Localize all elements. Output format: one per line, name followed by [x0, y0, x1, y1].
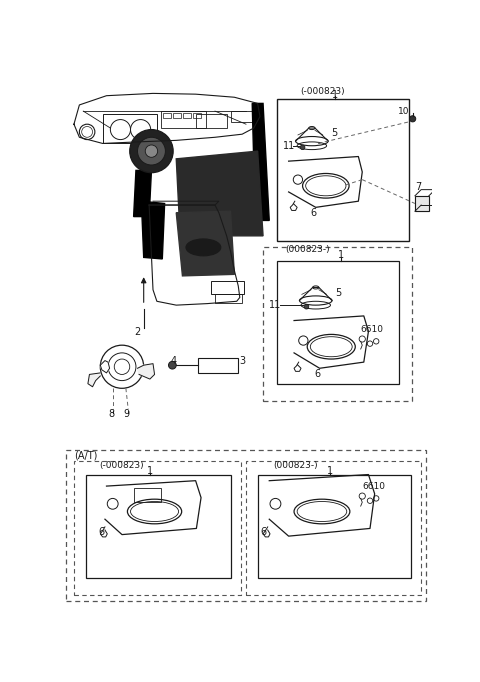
Text: 6: 6: [311, 208, 316, 218]
Text: 10: 10: [398, 107, 410, 117]
Text: 7: 7: [415, 181, 421, 192]
Text: 6: 6: [314, 370, 320, 379]
Polygon shape: [252, 104, 269, 220]
Circle shape: [145, 145, 157, 158]
Bar: [66, 450, 426, 601]
Text: 11: 11: [269, 300, 281, 310]
Polygon shape: [176, 151, 263, 236]
Bar: [161, 111, 206, 128]
Bar: [211, 280, 244, 295]
Text: 8: 8: [108, 409, 114, 419]
Bar: [193, 113, 201, 118]
Text: 5: 5: [331, 128, 337, 138]
Polygon shape: [415, 196, 429, 211]
Text: (000823-): (000823-): [273, 461, 318, 470]
Bar: [258, 475, 411, 578]
Text: 1: 1: [338, 250, 344, 260]
Text: 1: 1: [332, 90, 338, 100]
Bar: [133, 488, 161, 502]
Circle shape: [300, 145, 305, 149]
Text: 1: 1: [147, 466, 153, 475]
Text: 2: 2: [134, 327, 141, 337]
Circle shape: [304, 304, 309, 309]
Text: 6: 6: [260, 527, 266, 537]
Text: 11: 11: [283, 140, 296, 151]
Text: (A/T): (A/T): [74, 450, 97, 460]
Circle shape: [168, 361, 176, 369]
Text: 3: 3: [240, 355, 246, 366]
Bar: [173, 113, 181, 118]
Ellipse shape: [186, 239, 221, 256]
Text: 1: 1: [326, 466, 333, 475]
Circle shape: [409, 116, 416, 122]
Bar: [215, 293, 242, 303]
Bar: [230, 111, 254, 122]
Bar: [277, 261, 399, 385]
Bar: [74, 460, 240, 595]
Bar: [263, 248, 412, 402]
Polygon shape: [100, 361, 109, 373]
Bar: [415, 196, 429, 211]
Text: 5: 5: [335, 288, 341, 298]
Text: 9: 9: [123, 409, 130, 419]
Bar: [163, 113, 171, 118]
Text: (-000823): (-000823): [300, 87, 345, 95]
Bar: [277, 99, 409, 241]
Polygon shape: [176, 211, 234, 276]
Bar: [246, 460, 421, 595]
Bar: [196, 114, 227, 128]
Polygon shape: [142, 201, 165, 259]
Bar: [85, 475, 230, 578]
Polygon shape: [88, 373, 100, 387]
Text: 6610: 6610: [362, 481, 385, 490]
Text: (000823-): (000823-): [285, 246, 329, 254]
Bar: [103, 114, 157, 143]
Bar: [198, 357, 238, 373]
Circle shape: [137, 137, 166, 165]
Text: 6: 6: [99, 527, 105, 537]
Text: 4: 4: [170, 355, 176, 366]
Text: (-000823): (-000823): [99, 461, 144, 470]
Polygon shape: [133, 170, 152, 217]
Polygon shape: [137, 364, 155, 379]
Text: 6610: 6610: [360, 325, 384, 334]
Circle shape: [130, 130, 173, 173]
Bar: [183, 113, 191, 118]
